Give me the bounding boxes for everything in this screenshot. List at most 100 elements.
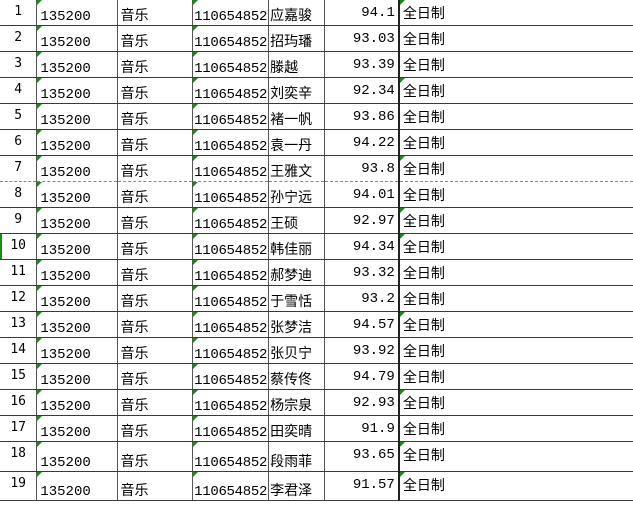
cell-id[interactable]: 110654852	[192, 389, 270, 416]
table-row[interactable]: 10 135200 音乐 110654852 韩佳丽 94.34 全日制	[0, 233, 633, 260]
cell-name[interactable]: 蔡传佟	[268, 363, 325, 390]
cell-id[interactable]: 110654852	[192, 155, 270, 182]
cell-score[interactable]: 94.34	[324, 233, 400, 260]
cell-code[interactable]: 135200	[36, 51, 118, 78]
cell-score[interactable]: 92.97	[324, 207, 400, 234]
table-row[interactable]: 16 135200 音乐 110654852 杨宗泉 92.93 全日制	[0, 389, 633, 416]
cell-score[interactable]: 93.86	[324, 103, 400, 130]
table-row[interactable]: 3 135200 音乐 110654852 滕越 93.39 全日制	[0, 51, 633, 78]
cell-major[interactable]: 音乐	[117, 207, 194, 234]
cell-id[interactable]: 110654852	[192, 363, 270, 390]
cell-major[interactable]: 音乐	[117, 471, 194, 501]
row-number[interactable]: 10	[0, 233, 38, 260]
cell-type[interactable]: 全日制	[398, 207, 633, 234]
cell-name[interactable]: 刘奕辛	[268, 77, 325, 104]
row-number[interactable]: 13	[0, 311, 38, 338]
cell-score[interactable]: 92.93	[324, 389, 400, 416]
table-row[interactable]: 5 135200 音乐 110654852 褚一帆 93.86 全日制	[0, 103, 633, 130]
row-number[interactable]: 2	[0, 25, 38, 52]
cell-code[interactable]: 135200	[36, 233, 118, 260]
cell-score[interactable]: 91.57	[324, 471, 400, 501]
table-row[interactable]: 14 135200 音乐 110654852 张贝宁 93.92 全日制	[0, 337, 633, 364]
cell-code[interactable]: 135200	[36, 415, 118, 442]
cell-score[interactable]: 94.22	[324, 129, 400, 156]
cell-type[interactable]: 全日制	[398, 77, 633, 104]
cell-major[interactable]: 音乐	[117, 389, 194, 416]
table-row[interactable]: 13 135200 音乐 110654852 张梦洁 94.57 全日制	[0, 311, 633, 338]
table-row[interactable]: 19 135200 音乐 110654852 李君泽 91.57 全日制	[0, 471, 633, 501]
cell-type[interactable]: 全日制	[398, 129, 633, 156]
cell-code[interactable]: 135200	[36, 285, 118, 312]
cell-id[interactable]: 110654852	[192, 259, 270, 286]
cell-major[interactable]: 音乐	[117, 155, 194, 182]
cell-code[interactable]: 135200	[36, 129, 118, 156]
row-number[interactable]: 1	[0, 0, 38, 26]
row-number[interactable]: 12	[0, 285, 38, 312]
row-number[interactable]: 18	[0, 441, 38, 472]
cell-id[interactable]: 110654852	[192, 103, 270, 130]
cell-id[interactable]: 110654852	[192, 233, 270, 260]
cell-code[interactable]: 135200	[36, 77, 118, 104]
cell-type[interactable]: 全日制	[398, 415, 633, 442]
cell-type[interactable]: 全日制	[398, 103, 633, 130]
cell-name[interactable]: 李君泽	[268, 471, 325, 501]
cell-major[interactable]: 音乐	[117, 181, 194, 208]
cell-code[interactable]: 135200	[36, 337, 118, 364]
row-number[interactable]: 19	[0, 471, 38, 501]
cell-code[interactable]: 135200	[36, 0, 118, 26]
cell-type[interactable]: 全日制	[398, 259, 633, 286]
cell-id[interactable]: 110654852	[192, 25, 270, 52]
cell-code[interactable]: 135200	[36, 155, 118, 182]
cell-name[interactable]: 段雨菲	[268, 441, 325, 472]
cell-type[interactable]: 全日制	[398, 441, 633, 472]
row-number[interactable]: 15	[0, 363, 38, 390]
cell-score[interactable]: 93.32	[324, 259, 400, 286]
cell-major[interactable]: 音乐	[117, 441, 194, 472]
cell-type[interactable]: 全日制	[398, 389, 633, 416]
row-number[interactable]: 3	[0, 51, 38, 78]
cell-code[interactable]: 135200	[36, 181, 118, 208]
cell-score[interactable]: 94.79	[324, 363, 400, 390]
cell-id[interactable]: 110654852	[192, 285, 270, 312]
cell-code[interactable]: 135200	[36, 311, 118, 338]
row-number[interactable]: 17	[0, 415, 38, 442]
cell-name[interactable]: 孙宁远	[268, 181, 325, 208]
cell-score[interactable]: 94.01	[324, 181, 400, 208]
cell-major[interactable]: 音乐	[117, 363, 194, 390]
cell-code[interactable]: 135200	[36, 25, 118, 52]
cell-type[interactable]: 全日制	[398, 363, 633, 390]
cell-type[interactable]: 全日制	[398, 25, 633, 52]
cell-score[interactable]: 93.03	[324, 25, 400, 52]
cell-id[interactable]: 110654852	[192, 207, 270, 234]
cell-code[interactable]: 135200	[36, 259, 118, 286]
row-number[interactable]: 8	[0, 181, 38, 208]
row-number[interactable]: 4	[0, 77, 38, 104]
cell-major[interactable]: 音乐	[117, 337, 194, 364]
cell-major[interactable]: 音乐	[117, 415, 194, 442]
row-number[interactable]: 7	[0, 155, 38, 182]
cell-major[interactable]: 音乐	[117, 311, 194, 338]
table-row[interactable]: 9 135200 音乐 110654852 王硕 92.97 全日制	[0, 207, 633, 234]
cell-code[interactable]: 135200	[36, 471, 118, 501]
cell-code[interactable]: 135200	[36, 363, 118, 390]
cell-id[interactable]: 110654852	[192, 129, 270, 156]
cell-id[interactable]: 110654852	[192, 471, 270, 501]
cell-major[interactable]: 音乐	[117, 77, 194, 104]
cell-type[interactable]: 全日制	[398, 233, 633, 260]
row-number[interactable]: 5	[0, 103, 38, 130]
cell-name[interactable]: 张梦洁	[268, 311, 325, 338]
cell-name[interactable]: 应嘉骏	[268, 0, 325, 26]
row-number[interactable]: 9	[0, 207, 38, 234]
cell-name[interactable]: 褚一帆	[268, 103, 325, 130]
table-row[interactable]: 12 135200 音乐 110654852 于雪恬 93.2 全日制	[0, 285, 633, 312]
cell-type[interactable]: 全日制	[398, 51, 633, 78]
cell-id[interactable]: 110654852	[192, 415, 270, 442]
cell-score[interactable]: 93.8	[324, 155, 400, 182]
cell-major[interactable]: 音乐	[117, 259, 194, 286]
cell-code[interactable]: 135200	[36, 207, 118, 234]
table-row[interactable]: 8 135200 音乐 110654852 孙宁远 94.01 全日制	[0, 181, 633, 208]
cell-id[interactable]: 110654852	[192, 337, 270, 364]
cell-score[interactable]: 94.57	[324, 311, 400, 338]
cell-type[interactable]: 全日制	[398, 181, 633, 208]
cell-major[interactable]: 音乐	[117, 103, 194, 130]
